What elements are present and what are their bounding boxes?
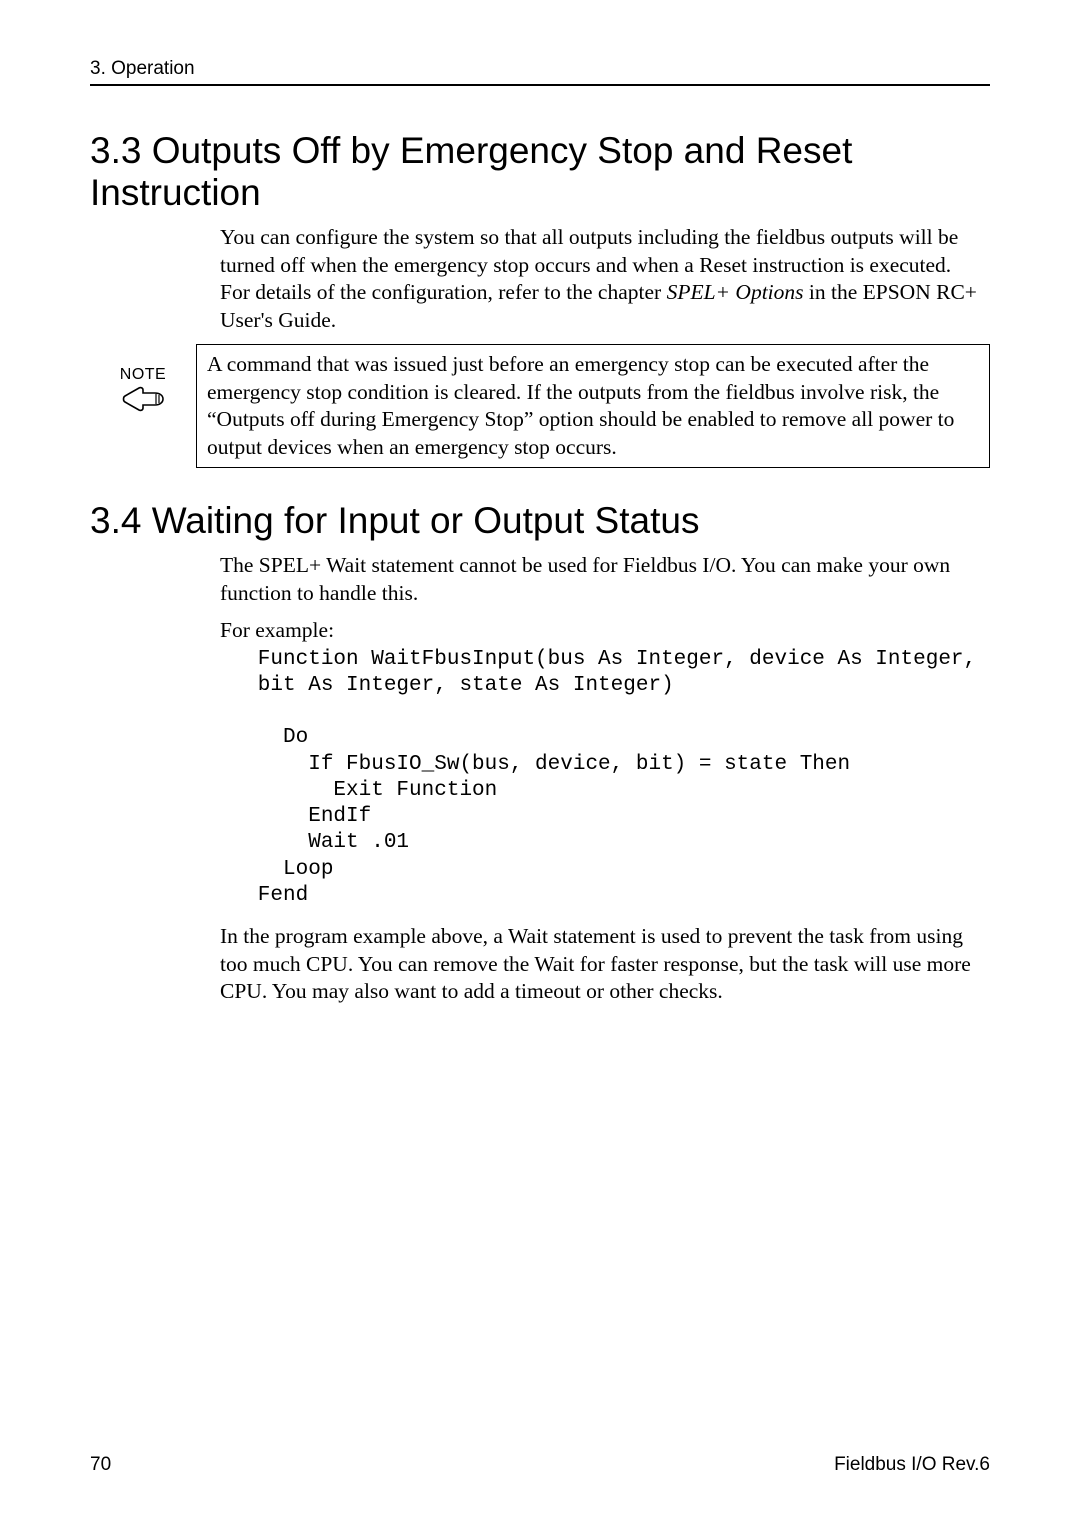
page: 3. Operation 3.3 Outputs Off by Emergenc… — [0, 0, 1080, 1528]
note-box: A command that was issued just before an… — [196, 344, 990, 468]
note-label: NOTE — [90, 366, 196, 384]
example-label: For example: — [220, 617, 986, 645]
note-label-column: NOTE — [90, 344, 196, 417]
para-3-3-ital: SPEL+ Options — [667, 280, 804, 304]
section-3-4-body: The SPEL+ Wait statement cannot be used … — [220, 552, 986, 1006]
heading-3-3: 3.3 Outputs Off by Emergency Stop and Re… — [90, 130, 990, 214]
para-3-4-intro: The SPEL+ Wait statement cannot be used … — [220, 552, 986, 607]
heading-3-4: 3.4 Waiting for Input or Output Status — [90, 500, 990, 542]
footer: 70 Fieldbus I/O Rev.6 — [90, 1454, 990, 1476]
para-3-3-config: You can configure the system so that all… — [220, 224, 986, 334]
pointing-hand-icon — [121, 386, 165, 417]
running-head: 3. Operation — [90, 58, 990, 86]
section-3-3-body: You can configure the system so that all… — [220, 224, 986, 334]
note-block: NOTE A command that was issued just befo… — [90, 344, 990, 468]
code-block: Function WaitFbusInput(bus As Integer, d… — [220, 647, 986, 910]
para-3-4-explain: In the program example above, a Wait sta… — [220, 923, 986, 1006]
page-number: 70 — [90, 1454, 111, 1476]
doc-title: Fieldbus I/O Rev.6 — [834, 1454, 990, 1476]
